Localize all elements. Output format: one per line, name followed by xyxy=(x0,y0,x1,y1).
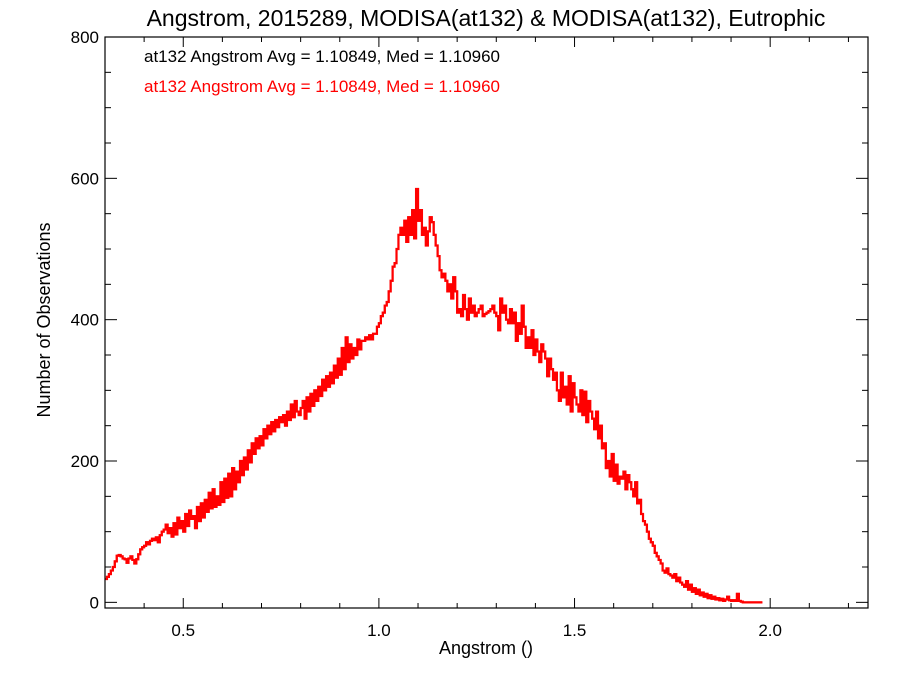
legend-entry-black: at132 Angstrom Avg = 1.10849, Med = 1.10… xyxy=(144,47,500,66)
plot-frame xyxy=(104,36,869,609)
chart-title: Angstrom, 2015289, MODISA(at132) & MODIS… xyxy=(147,5,826,31)
legend-entry-red: at132 Angstrom Avg = 1.10849, Med = 1.10… xyxy=(144,77,500,96)
y-tick-label: 0 xyxy=(90,593,99,612)
y-tick-label: 600 xyxy=(71,169,99,188)
y-tick-label: 800 xyxy=(71,28,99,47)
histogram-series-0 xyxy=(105,187,763,604)
x-axis-label: Angstrom () xyxy=(439,638,533,658)
x-axis: 0.5 1.0 1.5 2.0 xyxy=(104,37,849,640)
x-tick-label: 1.5 xyxy=(563,621,587,640)
y-tick-label: 200 xyxy=(71,452,99,471)
x-tick-label: 2.0 xyxy=(758,621,782,640)
y-axis-label: Number of Observations xyxy=(34,222,54,417)
x-tick-label: 1.0 xyxy=(367,621,391,640)
y-axis: 0 200 400 600 800 xyxy=(71,28,868,612)
y-tick-label: 400 xyxy=(71,311,99,330)
x-tick-label: 0.5 xyxy=(171,621,195,640)
series-layer xyxy=(105,187,763,604)
histogram-series-1 xyxy=(105,187,763,604)
